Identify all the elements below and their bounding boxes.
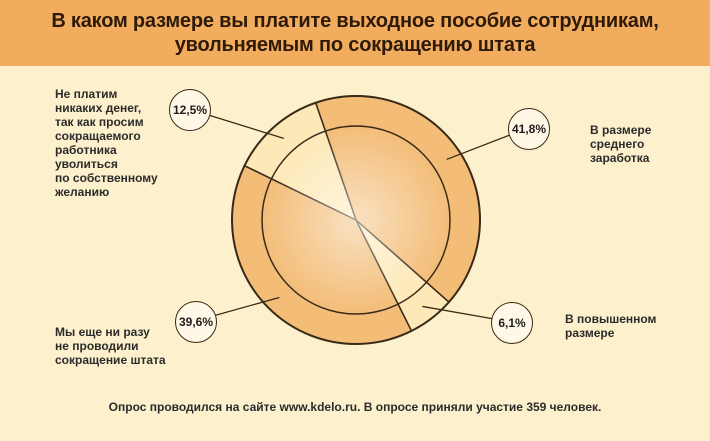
label-never-conducted: Мы еще ни разу не проводили сокращение ш… — [55, 325, 166, 367]
title-line-2: увольняемым по сокращению штата — [174, 34, 536, 56]
label-average-salary: В размере среднего заработка — [590, 123, 652, 165]
label-increased: В повышенном размере — [565, 312, 657, 340]
value-badge-never-conducted: 39,6% — [175, 301, 217, 343]
inner-ring — [261, 125, 451, 315]
chart-title: В каком размере вы платите выходное посо… — [0, 0, 710, 66]
title-line-1: В каком размере вы платите выходное посо… — [51, 10, 659, 32]
outer-ring — [231, 95, 481, 345]
value-badge-no-payment: 12,5% — [169, 89, 211, 131]
survey-note: Опрос проводился на сайте www.kdelo.ru. … — [108, 400, 602, 414]
value-badge-average-salary: 41,8% — [508, 108, 550, 150]
label-no-payment: Не платим никаких денег, так как просим … — [55, 87, 158, 199]
value-badge-increased: 6,1% — [491, 302, 533, 344]
